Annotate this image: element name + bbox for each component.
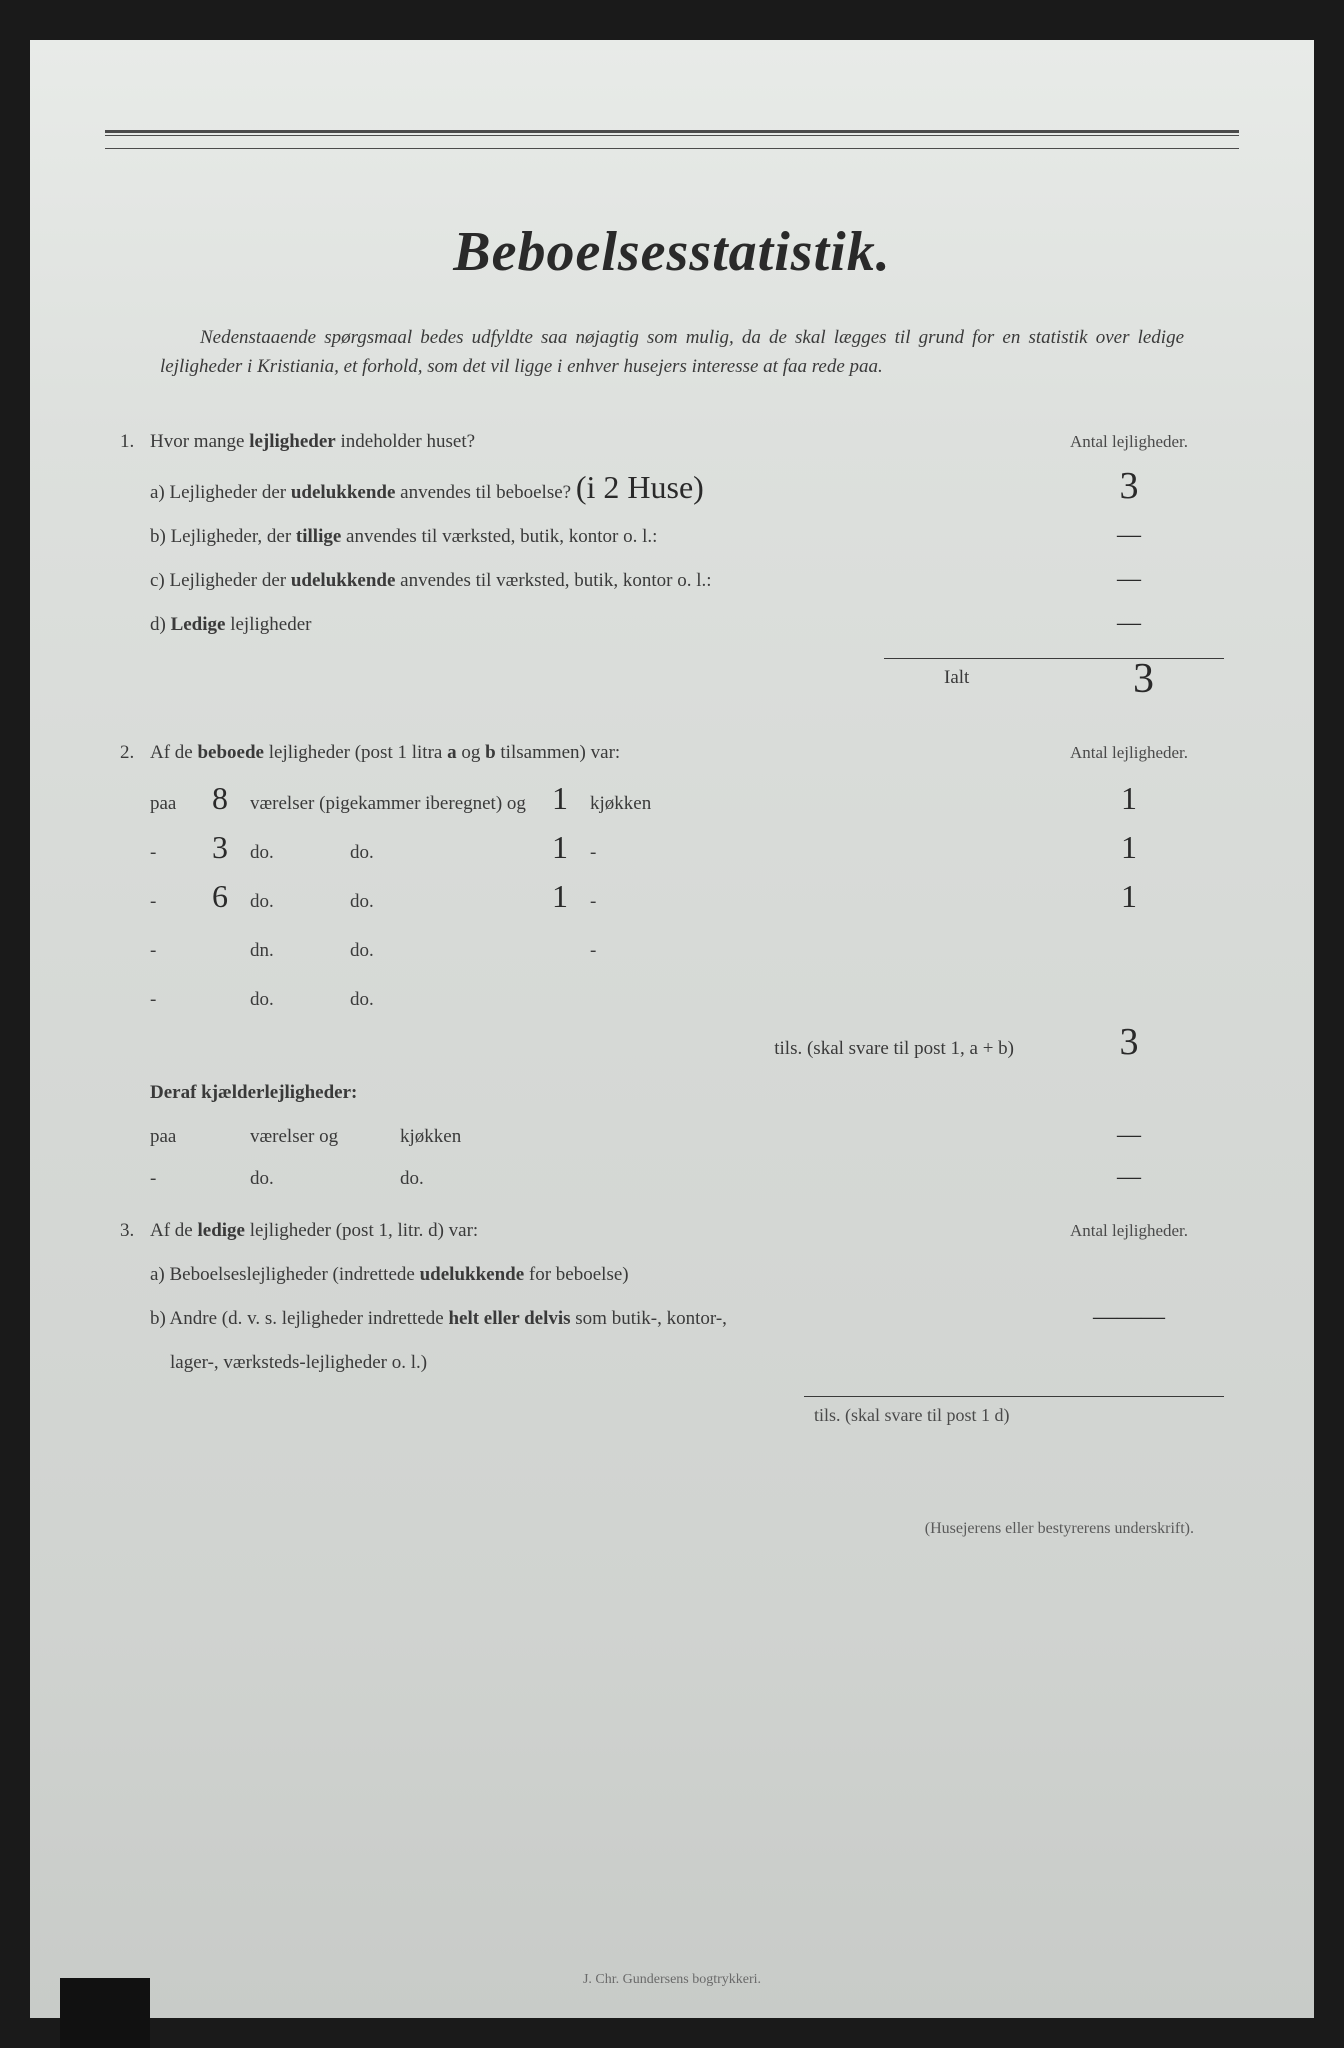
q3a-text: a) Beboelseslejligheder (indrettede udel… <box>150 1264 1034 1286</box>
q1d-text: d) Ledige lejligheder <box>150 614 1034 636</box>
ialt-value: 3 <box>1133 667 1224 692</box>
room-row: -6do.do.1-1 <box>120 884 1224 913</box>
kitchen-label: - <box>590 891 710 913</box>
page-title: Beboelsesstatistik. <box>120 220 1224 284</box>
ialt-label: Ialt <box>884 667 969 692</box>
kitchen-label: kjøkken <box>590 793 710 815</box>
count-value: 1 <box>1034 786 1224 809</box>
scan-frame: Beboelsesstatistik. Nedenstaaende spørgs… <box>0 0 1344 2048</box>
q3b-line2: lager-, værksteds-lejligheder o. l.) <box>150 1352 1034 1374</box>
row-prefix: - <box>120 989 190 1011</box>
column-header: Antal lejligheder. <box>1034 432 1224 452</box>
q1c-text: c) Lejligheder der udelukkende anvendes … <box>150 570 1034 592</box>
column-header-3: Antal lejligheder. <box>1034 1221 1224 1241</box>
row-prefix: paa <box>120 1126 190 1148</box>
row-prefix: - <box>120 940 190 962</box>
row-prefix: - <box>120 891 190 913</box>
kitchen-value: 1 <box>530 838 590 857</box>
q2-text: Af de beboede lejligheder (post 1 litra … <box>150 742 1034 764</box>
row-prefix: - <box>120 1168 190 1190</box>
row-kj: do. <box>400 1168 550 1190</box>
intro-text: Nedenstaaende spørgsmaal bedes udfyldte … <box>160 324 1184 381</box>
row-mid: værelser (pigekammer iberegnet) og <box>250 793 530 815</box>
q1-number: 1. <box>120 431 150 453</box>
row-mid: værelser og <box>250 1126 400 1148</box>
count-value <box>1034 982 1224 1005</box>
q1c-value: — <box>1034 572 1224 586</box>
room-row: paa8værelser (pigekammer iberegnet) og1k… <box>120 786 1224 815</box>
q1a-value: 3 <box>1034 475 1224 498</box>
row-prefix: paa <box>120 793 190 815</box>
q3-text: Af de ledige lejligheder (post 1, litr. … <box>150 1220 1034 1242</box>
intro-first-line: Nedenstaaende spørgsmaal bedes udfyldte … <box>200 327 787 348</box>
rooms-value: 8 <box>190 789 250 808</box>
q1b-text: b) Lejligheder, der tillige anvendes til… <box>150 526 1034 548</box>
row-do2: do. <box>350 891 530 913</box>
kitchen-label: - <box>590 940 710 962</box>
room-row: - dn.do. - <box>120 933 1224 962</box>
row-kj: kjøkken <box>400 1126 550 1148</box>
top-rule-single <box>105 148 1239 149</box>
row-do2: do. <box>350 940 530 962</box>
count-value <box>1034 933 1224 956</box>
row-mid: do. <box>250 1168 400 1190</box>
tils-label: tils. (skal svare til post 1, a + b) <box>150 1038 1034 1060</box>
q1a-text: a) Lejligheder der udelukkende anvendes … <box>150 478 1034 504</box>
q3-total-row: tils. (skal svare til post 1 d) <box>804 1396 1224 1426</box>
q1-text: Hvor mange lejligheder indeholder huset? <box>150 431 1034 453</box>
count-value: — <box>1034 1128 1224 1142</box>
row-do1: do. <box>250 891 350 913</box>
top-rule-double <box>105 130 1239 136</box>
rooms-value: 3 <box>190 838 250 857</box>
q3-number: 3. <box>120 1220 150 1242</box>
row-do2: do. <box>350 989 530 1011</box>
kitchen-label: - <box>590 842 710 864</box>
document-page: Beboelsesstatistik. Nedenstaaende spørgs… <box>30 40 1314 2018</box>
scan-artifact <box>60 1978 150 2048</box>
count-value: 1 <box>1034 835 1224 858</box>
printer-credit: J. Chr. Gundersens bogtrykkeri. <box>30 1972 1314 1988</box>
room-row: - do.do. <box>120 982 1224 1011</box>
room-rows-container: paa8værelser (pigekammer iberegnet) og1k… <box>120 786 1224 1011</box>
basement-rows-container: paa værelser ogkjøkken — - do.do. — <box>120 1126 1224 1190</box>
kitchen-value: 1 <box>530 789 590 808</box>
kitchen-value: 1 <box>530 887 590 906</box>
basement-row: paa værelser ogkjøkken — <box>120 1126 1224 1148</box>
basement-row: - do.do. — <box>120 1168 1224 1190</box>
row-do1: dn. <box>250 940 350 962</box>
q3-tils: tils. (skal svare til post 1 d) <box>804 1405 1009 1426</box>
q3b-value: ——— <box>1034 1310 1224 1324</box>
rooms-value: 6 <box>190 887 250 906</box>
row-prefix: - <box>120 842 190 864</box>
q1-total-row: Ialt 3 <box>884 658 1224 692</box>
q1b-value: — <box>1034 528 1224 542</box>
question-3: 3. Af de ledige lejligheder (post 1, lit… <box>120 1220 1224 1426</box>
count-value: — <box>1034 1170 1224 1184</box>
q2-number: 2. <box>120 742 150 764</box>
tils-value: 3 <box>1034 1031 1224 1054</box>
signature-label: (Husejerens eller bestyrerens underskrif… <box>925 1520 1194 1538</box>
room-row: -3do.do.1-1 <box>120 835 1224 864</box>
row-do1: do. <box>250 842 350 864</box>
column-header-2: Antal lejligheder. <box>1034 743 1224 763</box>
row-do2: do. <box>350 842 530 864</box>
row-do1: do. <box>250 989 350 1011</box>
question-2: 2. Af de beboede lejligheder (post 1 lit… <box>120 742 1224 1190</box>
deraf-label: Deraf kjælderlejligheder: <box>150 1082 1034 1104</box>
q1d-value: — <box>1034 616 1224 630</box>
q1a-handwritten-note: (i 2 Huse) <box>576 478 704 497</box>
question-1: 1. Hvor mange lejligheder indeholder hus… <box>120 431 1224 692</box>
q3b-text: b) Andre (d. v. s. lejligheder indretted… <box>150 1308 1034 1330</box>
count-value: 1 <box>1034 884 1224 907</box>
